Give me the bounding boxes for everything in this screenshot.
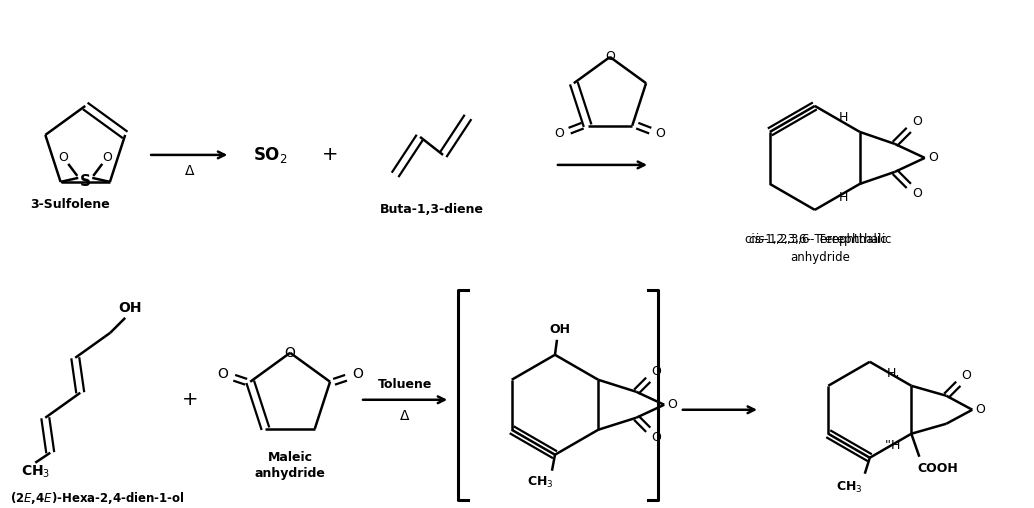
Text: Maleic: Maleic (268, 451, 312, 464)
Text: O: O (667, 398, 677, 411)
Text: Buta-1,3-diene: Buta-1,3-diene (381, 203, 484, 216)
Text: O: O (217, 367, 227, 381)
Text: O: O (912, 187, 921, 200)
Text: O: O (962, 369, 971, 383)
Text: (2$E$,4$E$)-Hexa-2,4-dien-1-ol: (2$E$,4$E$)-Hexa-2,4-dien-1-ol (10, 490, 185, 505)
Text: OH: OH (119, 301, 142, 315)
Text: Δ: Δ (184, 164, 194, 178)
Text: ''H: ''H (885, 439, 902, 452)
Text: H,: H, (887, 367, 900, 380)
Text: SO$_2$: SO$_2$ (253, 145, 287, 165)
Text: anhydride: anhydride (790, 251, 850, 264)
Text: Toluene: Toluene (377, 378, 432, 391)
Text: CH$_3$: CH$_3$ (526, 475, 553, 490)
Text: CH$_3$: CH$_3$ (837, 480, 863, 495)
Text: O: O (58, 151, 68, 165)
Text: +: + (322, 145, 338, 165)
Text: O: O (927, 151, 938, 165)
Text: $\it{cis}$-1,2,3,6- Terephthalic: $\it{cis}$-1,2,3,6- Terephthalic (748, 231, 892, 248)
Text: COOH: COOH (917, 462, 957, 475)
Text: O: O (605, 50, 615, 64)
Text: O: O (656, 127, 665, 140)
Text: O: O (102, 151, 112, 165)
Text: +: + (182, 390, 199, 409)
Text: O: O (554, 127, 565, 140)
Text: anhydride: anhydride (254, 467, 326, 480)
Text: 3-Sulfolene: 3-Sulfolene (30, 199, 110, 211)
Text: O: O (284, 346, 296, 360)
Text: H: H (840, 111, 849, 124)
Text: O: O (353, 367, 364, 381)
Text: OH: OH (549, 323, 571, 336)
Text: H: H (840, 192, 849, 204)
Text: O: O (651, 431, 661, 444)
Text: Δ: Δ (400, 409, 409, 423)
Text: CH$_3$: CH$_3$ (21, 463, 50, 480)
Text: O: O (975, 403, 985, 416)
Text: O: O (651, 365, 661, 378)
Text: cis-1,2,3,6- Terephthalic: cis-1,2,3,6- Terephthalic (744, 233, 886, 246)
Text: S: S (80, 174, 91, 189)
Text: O: O (912, 115, 921, 129)
